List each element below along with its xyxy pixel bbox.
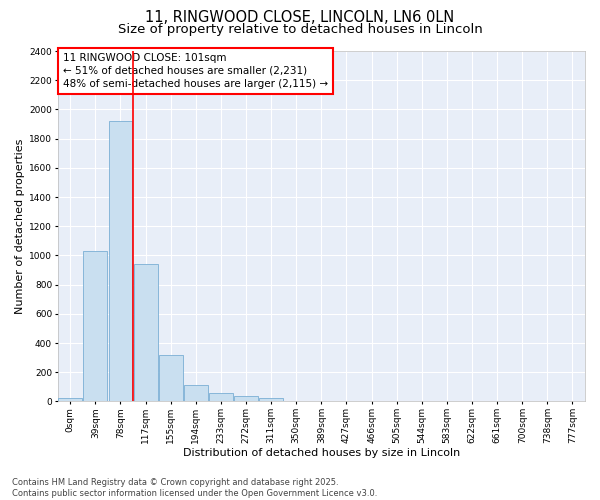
Bar [209,394,233,402]
Bar [184,386,208,402]
Y-axis label: Number of detached properties: Number of detached properties [15,138,25,314]
Bar [109,121,133,402]
Text: 11, RINGWOOD CLOSE, LINCOLN, LN6 0LN: 11, RINGWOOD CLOSE, LINCOLN, LN6 0LN [145,10,455,25]
Text: Size of property relative to detached houses in Lincoln: Size of property relative to detached ho… [118,22,482,36]
Text: 11 RINGWOOD CLOSE: 101sqm
← 51% of detached houses are smaller (2,231)
48% of se: 11 RINGWOOD CLOSE: 101sqm ← 51% of detac… [63,53,328,89]
Bar [134,264,158,402]
Text: Contains HM Land Registry data © Crown copyright and database right 2025.
Contai: Contains HM Land Registry data © Crown c… [12,478,377,498]
Bar [284,400,308,402]
Bar [159,354,182,402]
Bar [259,398,283,402]
Bar [234,396,258,402]
Bar [58,398,82,402]
Bar [83,251,107,402]
X-axis label: Distribution of detached houses by size in Lincoln: Distribution of detached houses by size … [183,448,460,458]
